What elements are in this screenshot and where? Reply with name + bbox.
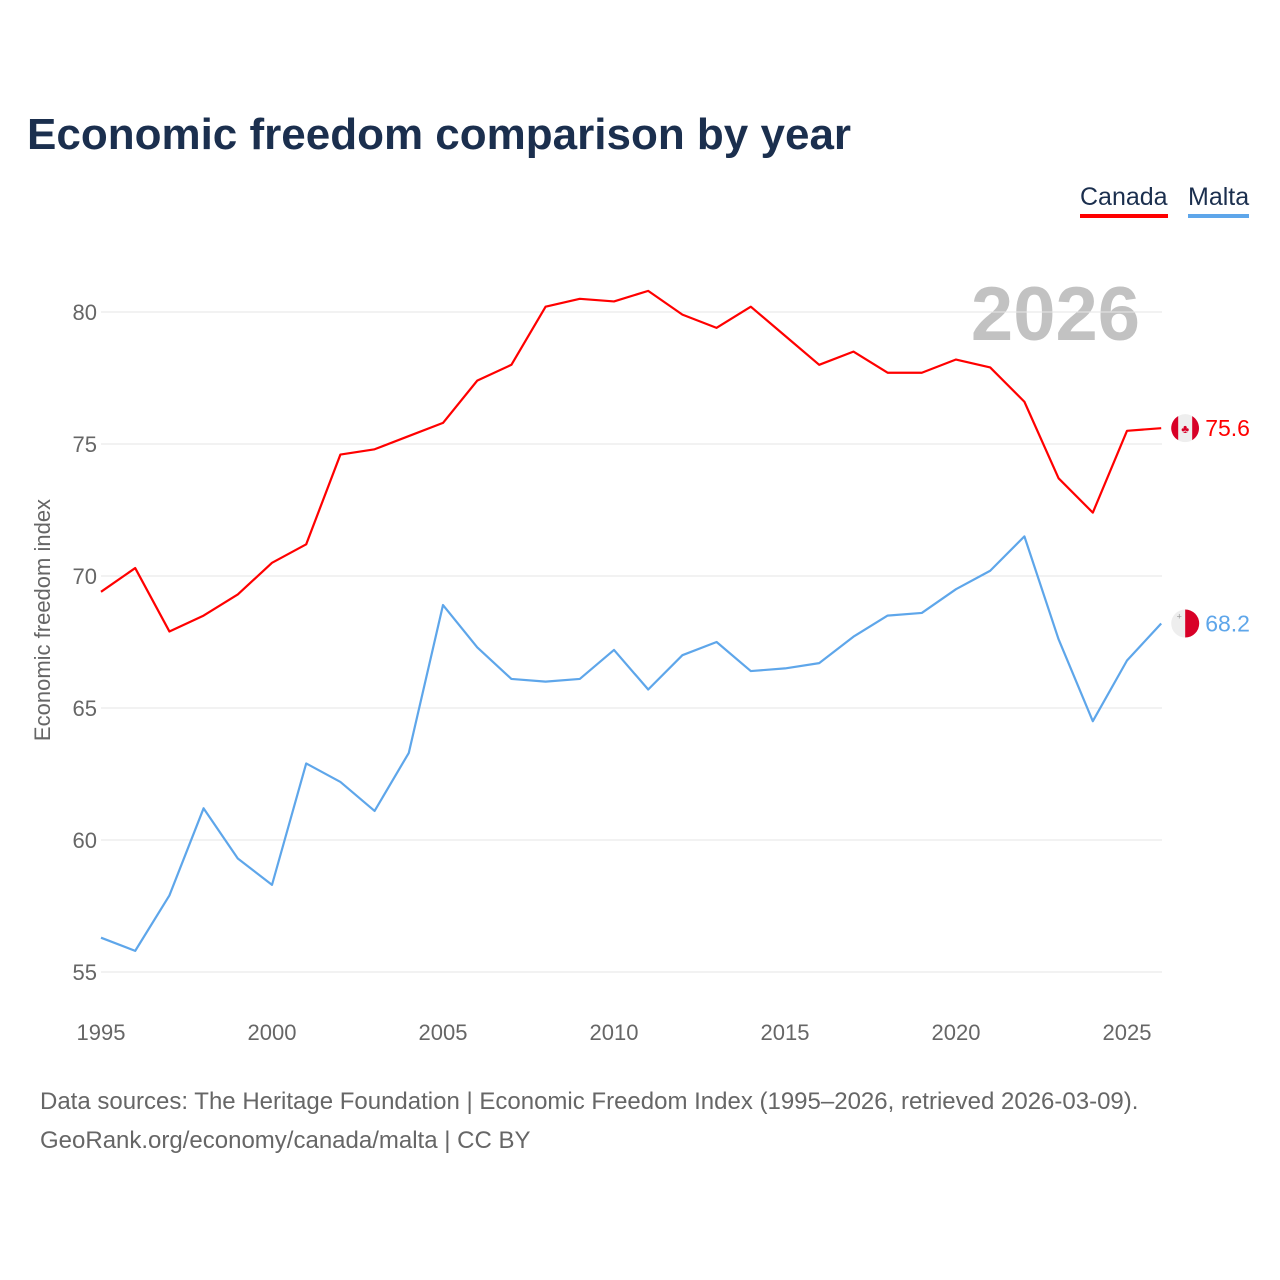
- chart-title: Economic freedom comparison by year: [27, 110, 852, 159]
- x-tick-label: 2005: [419, 1020, 468, 1045]
- x-tick-label: 2000: [248, 1020, 297, 1045]
- y-tick-label: 75: [73, 432, 97, 457]
- footer-credit: GeoRank.org/economy/canada/malta | CC BY: [40, 1127, 531, 1154]
- flag-canada-band: [1171, 416, 1179, 441]
- y-tick-label: 70: [73, 564, 97, 589]
- legend-malta[interactable]: Malta: [1188, 183, 1250, 218]
- y-tick-label: 65: [73, 696, 97, 721]
- series-line-canada: [100, 289, 1162, 633]
- series-line-malta: [100, 535, 1163, 952]
- year-watermark: 2026: [971, 272, 1140, 357]
- flag-canada-band: [1192, 416, 1199, 441]
- legend-canada[interactable]: Canada: [1080, 183, 1168, 218]
- x-tick-label: 2015: [761, 1020, 810, 1045]
- flag-malta-half: [1185, 609, 1200, 638]
- y-tick-label: 60: [73, 828, 97, 853]
- x-tick-label: 2025: [1103, 1020, 1152, 1045]
- x-tick-label: 2010: [590, 1020, 639, 1045]
- x-tick-label: 1995: [77, 1020, 126, 1045]
- end-label-canada: 75.6: [1205, 415, 1250, 441]
- george-cross-icon: +: [1177, 612, 1182, 622]
- y-tick-label: 55: [73, 960, 97, 985]
- x-tick-label: 2020: [932, 1020, 981, 1045]
- y-axis-label: Economic freedom index: [30, 499, 55, 741]
- maple-leaf-icon: ♣: [1181, 422, 1189, 436]
- footer-sources: Data sources: The Heritage Foundation | …: [40, 1088, 1139, 1115]
- end-label-malta: 68.2: [1205, 611, 1250, 637]
- y-tick-label: 80: [73, 300, 97, 325]
